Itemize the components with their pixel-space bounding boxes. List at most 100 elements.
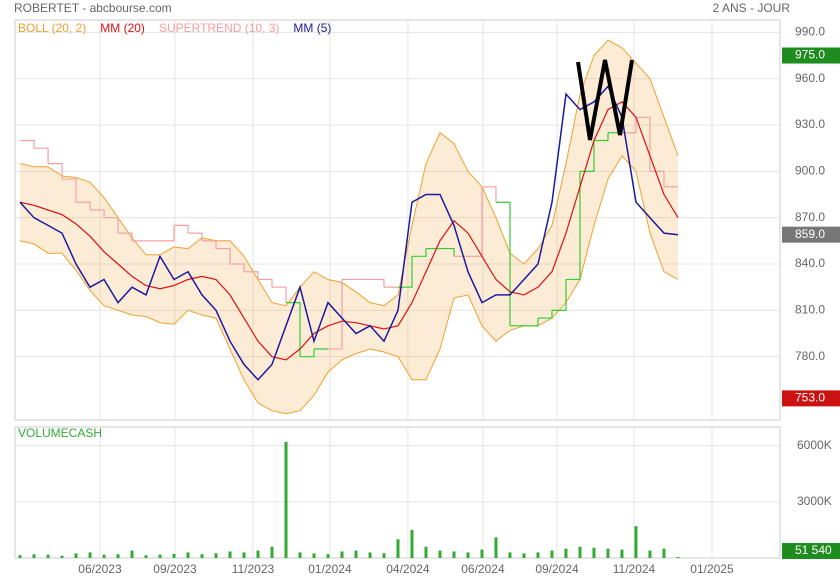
volume-bar <box>480 549 484 558</box>
volume-bar <box>18 555 22 558</box>
x-tick-label: 11/2024 <box>613 562 656 576</box>
volume-bar <box>298 552 302 558</box>
volume-bar <box>452 551 456 558</box>
y-tick-label: 840.0 <box>795 256 825 270</box>
volume-bar <box>536 552 540 558</box>
price-marker <box>782 226 840 243</box>
volume-bar <box>256 550 260 558</box>
supertrend-segment <box>216 247 231 265</box>
volume-panel <box>14 426 781 559</box>
supertrend-segment <box>551 279 567 311</box>
y-tick-label: 780.0 <box>795 349 825 363</box>
legend-entry: SUPERTREND (10, 3) <box>159 21 279 35</box>
supertrend-segment <box>244 271 259 280</box>
supertrend-segment <box>523 318 539 327</box>
supertrend-segment <box>649 170 665 187</box>
y-tick-label: 960.0 <box>795 71 825 85</box>
supertrend-segment <box>48 163 63 180</box>
supertrend-segment <box>565 171 581 281</box>
y-tick-label: 810.0 <box>795 303 825 317</box>
volume-bar <box>312 553 316 558</box>
volume-bar <box>102 554 106 558</box>
volume-bar <box>116 554 120 558</box>
volume-bar <box>354 550 358 558</box>
supertrend-segment <box>411 248 427 257</box>
chart-title: ROBERTET - abcbourse.com <box>14 1 172 15</box>
chart-subtitle: 2 ANS - JOUR <box>713 1 791 15</box>
y-tick-label: 900.0 <box>795 164 825 178</box>
volume-bar <box>284 441 288 558</box>
y-tick-label: 6000K <box>797 438 832 452</box>
volume-bar <box>326 554 330 558</box>
volume-bar <box>424 546 428 558</box>
volume-bar <box>172 553 176 558</box>
volume-bar <box>676 557 680 558</box>
supertrend-segment <box>439 247 455 257</box>
supertrend-segment <box>118 232 133 241</box>
volume-bar <box>60 555 64 558</box>
volume-bar <box>620 549 624 558</box>
supertrend-segment <box>62 178 77 203</box>
volume-bar <box>606 548 610 558</box>
supertrend-segment <box>300 348 315 358</box>
volume-bar <box>158 554 162 558</box>
volume-bar <box>214 553 218 558</box>
volume-bar <box>634 526 638 558</box>
volume-bar <box>410 529 414 558</box>
x-tick-label: 09/2024 <box>535 562 579 576</box>
volume-bar <box>270 546 274 558</box>
band-lower <box>19 155 679 415</box>
volume-bar <box>382 553 386 558</box>
volume-bar <box>228 551 232 558</box>
supertrend-segment <box>188 232 203 241</box>
w-pattern <box>576 59 634 141</box>
legend-entry: BOLL (20, 2) <box>18 21 86 35</box>
volume-marker-label: 51 540 <box>795 543 832 557</box>
price-marker-label: 975.0 <box>795 48 825 62</box>
volume-title: VOLUMECASH <box>18 426 102 440</box>
volume-bar <box>144 555 148 558</box>
volume-bar <box>494 537 498 558</box>
x-tick-label: 06/2024 <box>461 562 505 576</box>
volume-bar <box>88 552 92 558</box>
volume-bar <box>46 554 50 558</box>
mm5-line <box>19 85 679 381</box>
supertrend-segment <box>272 286 287 303</box>
supertrend-segment <box>635 116 651 172</box>
volume-bar <box>564 548 568 558</box>
volume-marker <box>782 543 840 560</box>
y-tick-label: 930.0 <box>795 117 825 131</box>
band-upper <box>19 39 679 307</box>
price-marker-label: 859.0 <box>795 227 825 241</box>
volume-bar <box>508 552 512 558</box>
volume-bar <box>32 554 36 558</box>
supertrend-segment <box>397 256 413 288</box>
supertrend-segment <box>481 186 497 203</box>
supertrend-segment <box>369 278 385 288</box>
volume-bar <box>396 539 400 558</box>
x-tick-label: 11/2023 <box>232 562 275 576</box>
supertrend-segment <box>90 209 105 218</box>
price-marker-label: 753.0 <box>795 391 825 405</box>
volume-bar <box>74 553 78 558</box>
volume-bar <box>242 552 246 558</box>
supertrend-segment <box>174 224 189 234</box>
price-marker <box>782 390 840 407</box>
volume-bar <box>466 552 470 558</box>
x-tick-label: 06/2023 <box>78 562 122 576</box>
supertrend-segment <box>76 201 91 210</box>
x-tick-label: 04/2024 <box>386 562 430 576</box>
supertrend-segment <box>230 263 245 272</box>
y-tick-label: 3000K <box>797 494 832 508</box>
supertrend-segment <box>327 279 343 350</box>
volume-bar <box>130 550 134 558</box>
volume-bar <box>550 550 554 558</box>
volume-bar <box>200 554 204 558</box>
supertrend-segment <box>537 310 553 319</box>
volume-bar <box>368 552 372 558</box>
supertrend-segment <box>258 278 273 288</box>
volume-bar <box>662 548 666 558</box>
volume-bar <box>592 547 596 558</box>
mm20-line <box>19 101 679 361</box>
